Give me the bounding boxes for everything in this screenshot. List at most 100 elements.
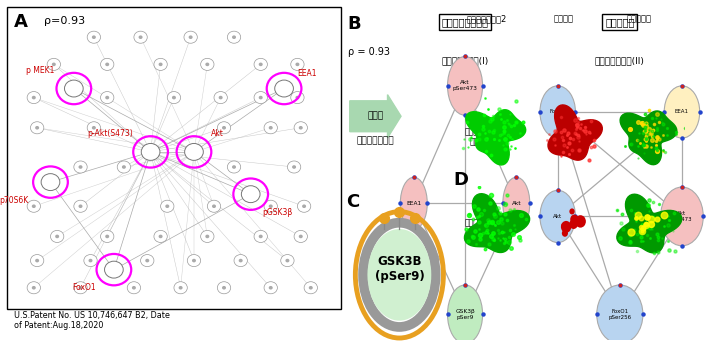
Circle shape bbox=[105, 234, 109, 238]
Circle shape bbox=[105, 62, 109, 66]
Circle shape bbox=[50, 230, 64, 243]
Circle shape bbox=[87, 31, 101, 43]
Circle shape bbox=[101, 92, 114, 104]
Circle shape bbox=[234, 254, 247, 267]
Circle shape bbox=[201, 58, 214, 71]
Text: EEA1: EEA1 bbox=[675, 110, 689, 114]
Circle shape bbox=[264, 282, 278, 294]
Circle shape bbox=[280, 254, 294, 267]
Circle shape bbox=[104, 261, 124, 278]
Circle shape bbox=[264, 200, 278, 212]
Circle shape bbox=[92, 35, 96, 39]
Circle shape bbox=[74, 161, 87, 173]
Text: pGSK3β: pGSK3β bbox=[262, 208, 293, 217]
Text: EEA1: EEA1 bbox=[297, 69, 317, 78]
Circle shape bbox=[154, 58, 168, 71]
Circle shape bbox=[87, 122, 101, 134]
Ellipse shape bbox=[596, 285, 643, 344]
Circle shape bbox=[138, 35, 143, 39]
Circle shape bbox=[368, 229, 431, 321]
Circle shape bbox=[288, 161, 301, 173]
Circle shape bbox=[217, 282, 231, 294]
Circle shape bbox=[205, 234, 209, 238]
Circle shape bbox=[122, 165, 126, 169]
Ellipse shape bbox=[661, 187, 703, 246]
Circle shape bbox=[297, 200, 311, 212]
Circle shape bbox=[212, 204, 216, 208]
Circle shape bbox=[185, 144, 203, 160]
Circle shape bbox=[105, 96, 109, 99]
Circle shape bbox=[32, 204, 36, 208]
Circle shape bbox=[74, 200, 87, 212]
Polygon shape bbox=[617, 194, 682, 253]
Circle shape bbox=[295, 62, 300, 66]
Text: グラフ: グラフ bbox=[367, 112, 383, 121]
Circle shape bbox=[35, 126, 39, 130]
Circle shape bbox=[172, 96, 176, 99]
Circle shape bbox=[258, 62, 263, 66]
Circle shape bbox=[127, 282, 141, 294]
Circle shape bbox=[217, 122, 231, 134]
Circle shape bbox=[232, 35, 236, 39]
Text: FoxO1: FoxO1 bbox=[549, 110, 567, 114]
Circle shape bbox=[158, 234, 163, 238]
Circle shape bbox=[268, 286, 273, 290]
Text: Akt
pSer473: Akt pSer473 bbox=[452, 80, 478, 91]
Circle shape bbox=[79, 165, 82, 169]
Circle shape bbox=[285, 259, 290, 263]
Circle shape bbox=[294, 122, 307, 134]
Circle shape bbox=[84, 254, 97, 267]
Circle shape bbox=[32, 286, 36, 290]
Ellipse shape bbox=[400, 177, 427, 230]
Text: コミュニティー(II): コミュニティー(II) bbox=[595, 57, 645, 66]
Circle shape bbox=[89, 259, 92, 263]
Text: 糖新生制御: 糖新生制御 bbox=[605, 17, 635, 27]
Circle shape bbox=[158, 62, 163, 66]
Polygon shape bbox=[620, 111, 677, 165]
Circle shape bbox=[55, 234, 59, 238]
Ellipse shape bbox=[447, 57, 483, 115]
Text: ρ = 0.93: ρ = 0.93 bbox=[348, 47, 390, 57]
Text: コミュニティー(I): コミュニティー(I) bbox=[442, 57, 488, 66]
Circle shape bbox=[160, 200, 174, 212]
Text: グリコーゲン合成: グリコーゲン合成 bbox=[442, 17, 488, 27]
Circle shape bbox=[187, 254, 201, 267]
Circle shape bbox=[35, 259, 39, 263]
Circle shape bbox=[294, 230, 307, 243]
Text: C: C bbox=[346, 193, 360, 211]
Circle shape bbox=[214, 92, 227, 104]
Circle shape bbox=[146, 259, 149, 263]
Circle shape bbox=[222, 126, 226, 130]
Circle shape bbox=[141, 254, 154, 267]
Circle shape bbox=[101, 230, 114, 243]
Circle shape bbox=[575, 215, 586, 228]
Circle shape bbox=[291, 92, 304, 104]
Text: GSK3β
pSer9: GSK3β pSer9 bbox=[455, 309, 475, 320]
Circle shape bbox=[299, 126, 302, 130]
Circle shape bbox=[222, 286, 226, 290]
Text: D: D bbox=[454, 171, 469, 189]
Circle shape bbox=[254, 92, 268, 104]
Circle shape bbox=[569, 219, 578, 229]
Circle shape bbox=[184, 31, 197, 43]
Circle shape bbox=[65, 80, 83, 97]
Circle shape bbox=[52, 62, 56, 66]
Circle shape bbox=[574, 216, 579, 221]
Text: 重ね合わせ: 重ね合わせ bbox=[626, 15, 652, 24]
Text: インスリン
刺激有り: インスリン 刺激有り bbox=[465, 218, 488, 238]
Text: インスリン
刺激無し: インスリン 刺激無し bbox=[465, 127, 488, 147]
Circle shape bbox=[304, 282, 317, 294]
Circle shape bbox=[570, 214, 579, 224]
Circle shape bbox=[275, 80, 293, 97]
Circle shape bbox=[254, 230, 268, 243]
Circle shape bbox=[79, 286, 82, 290]
Text: GSK3B
(pSer9): GSK3B (pSer9) bbox=[374, 254, 425, 283]
Ellipse shape bbox=[540, 190, 576, 243]
Circle shape bbox=[74, 282, 87, 294]
Circle shape bbox=[31, 122, 44, 134]
Circle shape bbox=[165, 204, 169, 208]
Text: グリコジェニン2: グリコジェニン2 bbox=[466, 15, 506, 24]
Circle shape bbox=[299, 234, 302, 238]
Circle shape bbox=[154, 230, 168, 243]
Circle shape bbox=[174, 282, 187, 294]
